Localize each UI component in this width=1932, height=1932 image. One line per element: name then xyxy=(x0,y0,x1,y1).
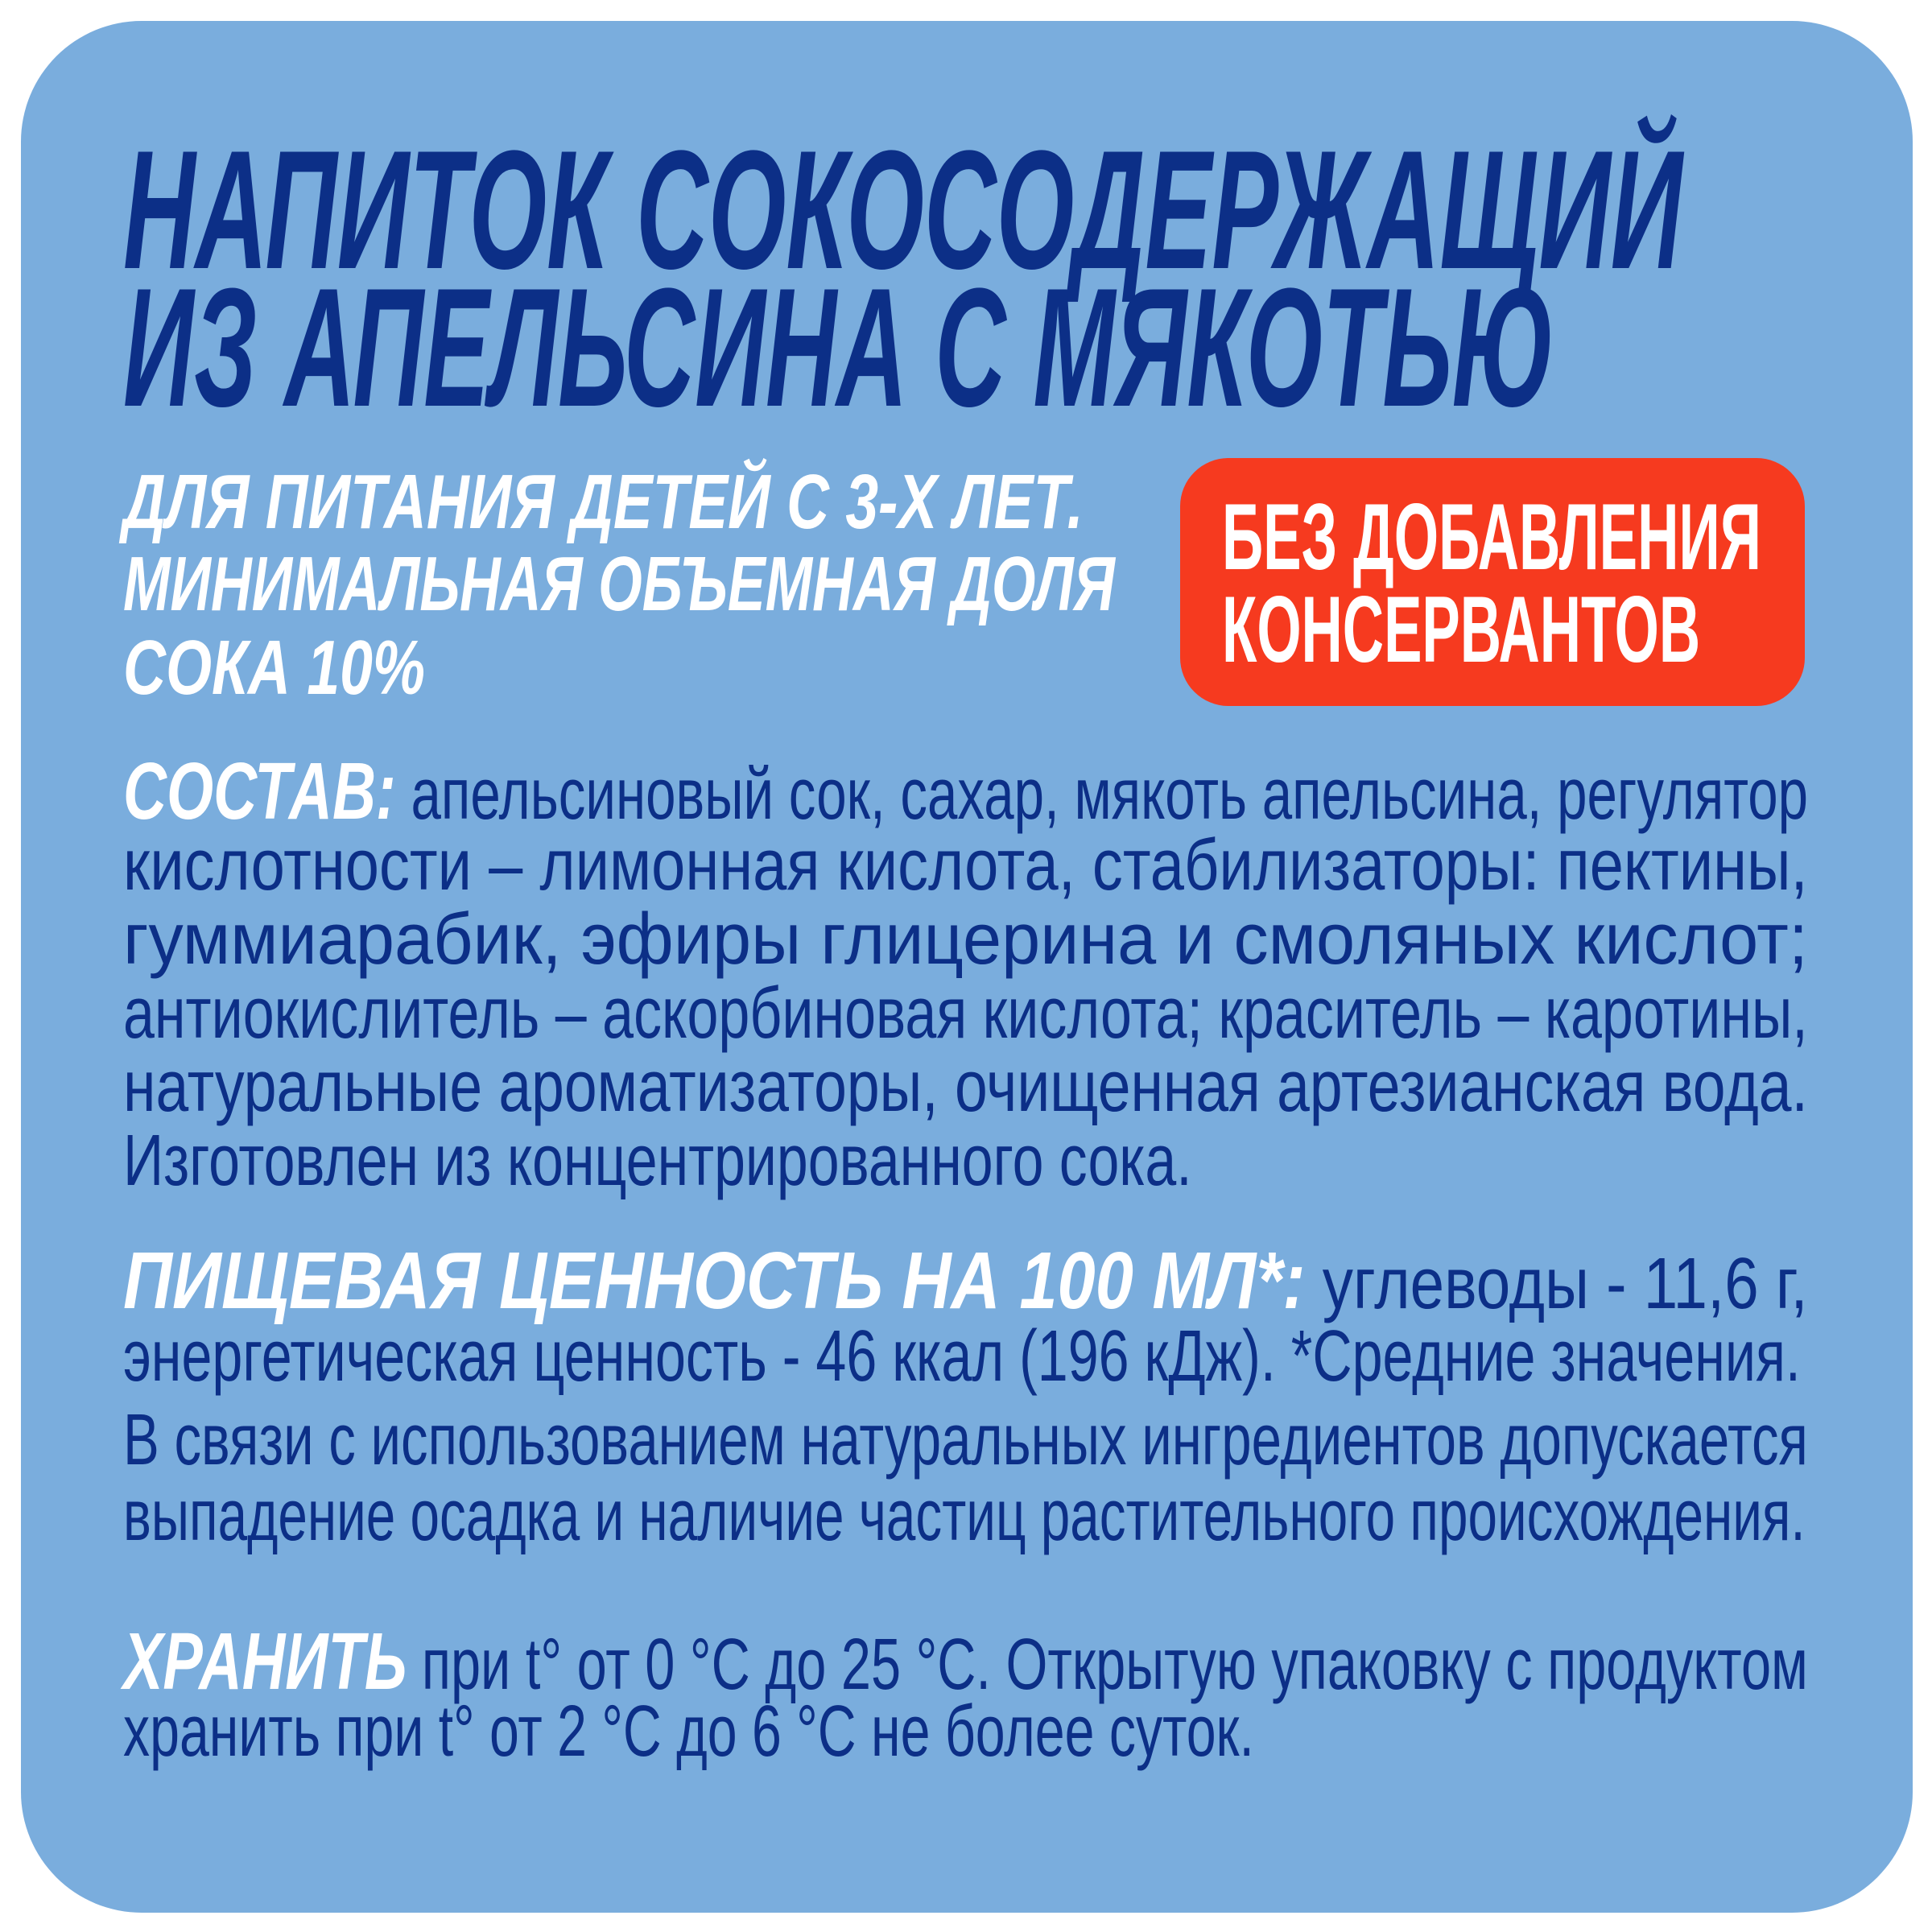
label-card xyxy=(21,21,1913,1913)
product-title-line-1: НАПИТОК СОКОСОДЕРЖАЩИЙ xyxy=(123,115,1683,304)
no-preservatives-badge xyxy=(1180,458,1805,706)
nutrition-line-2: энергетическая ценность - 46 ккал (196 к… xyxy=(123,1316,1801,1397)
storage-line-1: ХРАНИТЬ при t° от 0 °C до 25 °C. Открыту… xyxy=(123,1621,1808,1702)
product-title-line-2: ИЗ АПЕЛЬСИНА С МЯКОТЬЮ xyxy=(123,253,1555,442)
composition-line-6: Изготовлен из концентрированного сока. xyxy=(123,1121,1192,1201)
storage-heading: ХРАНИТЬ xyxy=(123,1616,407,1707)
composition-line-4: антиокислитель – аскорбиновая кислота; к… xyxy=(123,973,1808,1054)
storage-text: при t° от 0 °C до 25 °C. Открытую упаков… xyxy=(407,1624,1808,1705)
composition-line-2: кислотности – лимонная кислота, стабилиз… xyxy=(123,825,1808,906)
composition-heading: СОСТАВ: xyxy=(123,746,396,836)
badge-line-1: БЕЗ ДОБАВЛЕНИЯ xyxy=(1222,484,1761,589)
nutrition-heading: ПИЩЕВАЯ ЦЕННОСТЬ НА 100 МЛ*: xyxy=(123,1236,1306,1326)
nutrition-line-3: В связи с использованием натуральных инг… xyxy=(123,1400,1808,1480)
composition-line-5: натуральные ароматизаторы, очищенная арт… xyxy=(123,1046,1808,1127)
composition-line-1: СОСТАВ: апельсиновый сок, сахар, мякоть … xyxy=(123,751,1808,832)
nutrition-line-4: выпадение осадка и наличие частиц растит… xyxy=(123,1476,1806,1556)
subtitle-line-2: МИНИМАЛЬНАЯ ОБЪЕМНАЯ ДОЛЯ xyxy=(123,541,1115,627)
badge-line-2: КОНСЕРВАНТОВ xyxy=(1222,576,1701,682)
nutrition-text: углеводы - 11,6 г, xyxy=(1305,1244,1808,1324)
subtitle-line-3: СОКА 10% xyxy=(123,625,426,711)
composition-line-3: гуммиарабик, эфиры глицерина и смоляных … xyxy=(123,899,1808,980)
composition-text: апельсиновый сок, сахар, мякоть апельсин… xyxy=(395,754,1809,835)
subtitle-line-1: ДЛЯ ПИТАНИЯ ДЕТЕЙ С 3-Х ЛЕТ. xyxy=(123,459,1084,545)
nutrition-line-1: ПИЩЕВАЯ ЦЕННОСТЬ НА 100 МЛ*: углеводы - … xyxy=(123,1241,1808,1321)
storage-line-2: хранить при t° от 2 °C до 6 °C не более … xyxy=(123,1691,1254,1772)
